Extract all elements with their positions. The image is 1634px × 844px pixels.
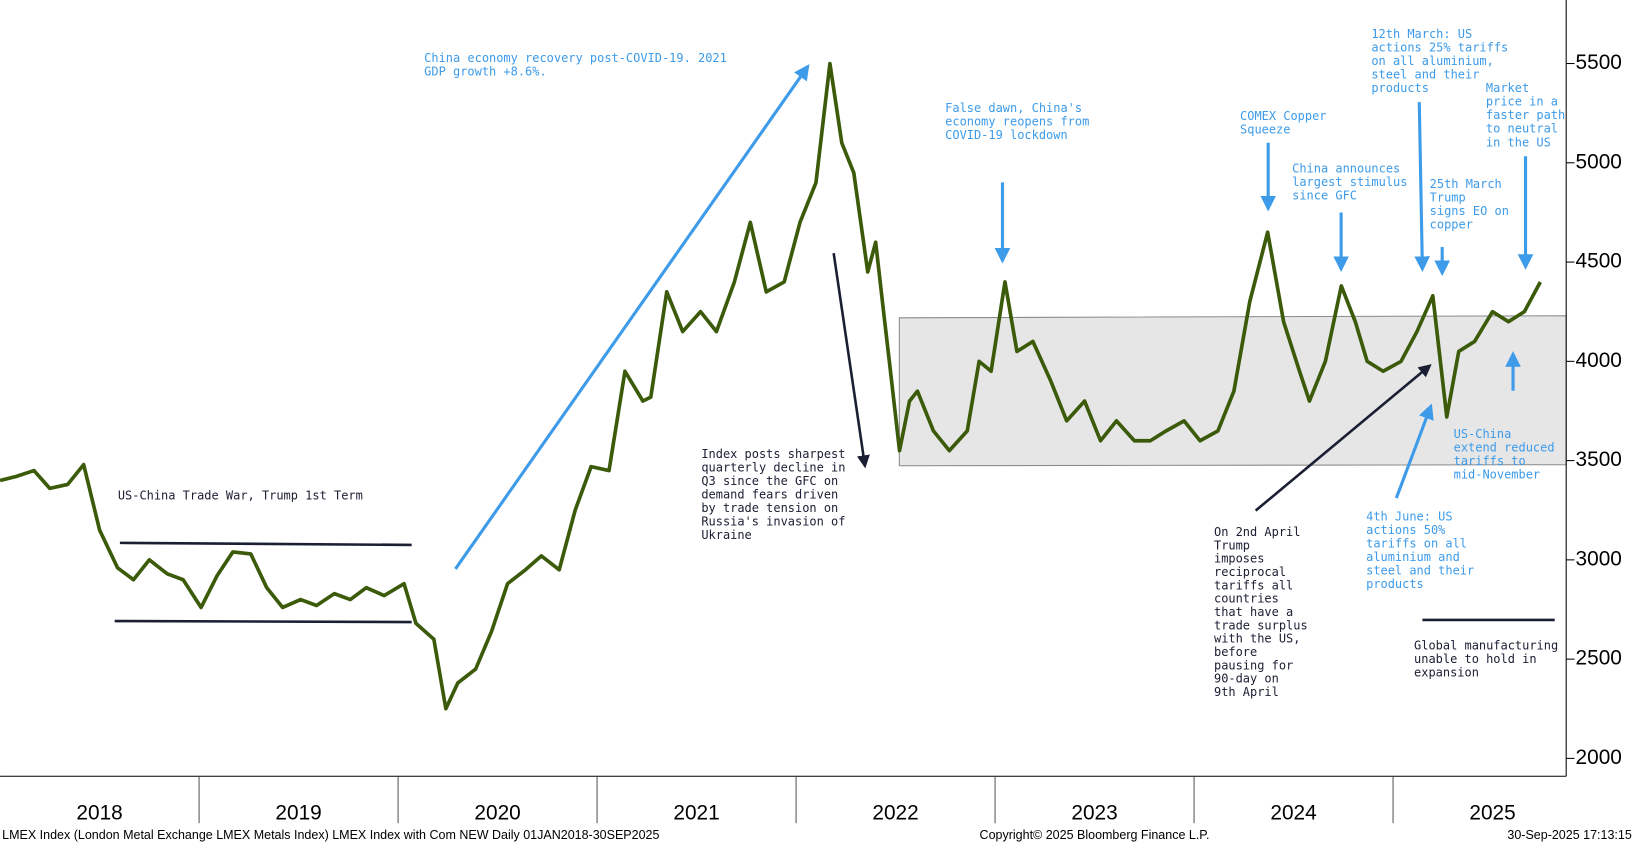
annotation-text: signs EO on bbox=[1430, 204, 1509, 218]
annotation-text: 12th March: US bbox=[1371, 27, 1472, 41]
y-tick-label: 2500 bbox=[1576, 647, 1622, 670]
annotation-text: since GFC bbox=[1292, 188, 1357, 202]
y-tick-label: 5500 bbox=[1576, 51, 1622, 74]
annotation-text: products bbox=[1366, 577, 1424, 591]
annotation-text: that have a bbox=[1214, 605, 1293, 619]
y-tick-label: 4500 bbox=[1576, 250, 1622, 273]
annotation-text: Index posts sharpest bbox=[701, 447, 845, 461]
annotation-text: with the US, bbox=[1214, 632, 1300, 646]
annotation-text: US-China Trade War, Trump 1st Term bbox=[118, 488, 363, 502]
blue-arrows bbox=[454, 64, 1534, 570]
arrow bbox=[1254, 364, 1432, 512]
arrow bbox=[454, 64, 810, 570]
annotation-text: False dawn, China's bbox=[945, 101, 1082, 115]
annotation-text: tariffs to bbox=[1454, 454, 1526, 468]
annotation-text: steel and their bbox=[1371, 68, 1479, 82]
arrow bbox=[1414, 102, 1430, 272]
y-tick-label: 3500 bbox=[1576, 448, 1622, 471]
x-tick-label: 2025 bbox=[1469, 801, 1515, 824]
annotation-text: unable to hold in bbox=[1414, 652, 1537, 666]
annotation-text: China announces bbox=[1292, 161, 1400, 175]
y-tick-label: 5000 bbox=[1576, 150, 1622, 173]
annotation-text: 9th April bbox=[1214, 685, 1279, 699]
annotation-text: GDP growth +8.6%. bbox=[424, 64, 547, 78]
annotation-text: Q3 since the GFC on bbox=[701, 474, 838, 488]
annotation-text: Trump bbox=[1430, 190, 1466, 204]
x-tick-label: 2020 bbox=[474, 801, 520, 824]
annotation-text: COVID-19 lockdown bbox=[945, 128, 1067, 142]
annotation-text: actions 50% bbox=[1366, 523, 1446, 537]
trend-line bbox=[119, 541, 412, 547]
trend-line bbox=[114, 619, 412, 624]
x-tick-label: 2023 bbox=[1071, 801, 1117, 824]
annotation-text: extend reduced bbox=[1454, 441, 1555, 455]
arrow bbox=[1394, 403, 1434, 499]
annotation-text: copper bbox=[1430, 218, 1473, 232]
y-tick-label: 3000 bbox=[1576, 547, 1622, 570]
annotation-text: mid-November bbox=[1454, 468, 1540, 482]
series-line bbox=[0, 61, 1542, 711]
annotation-text: Squeeze bbox=[1240, 123, 1290, 137]
annotation-text: on all aluminium, bbox=[1371, 54, 1494, 68]
annotation-text: before bbox=[1214, 645, 1257, 659]
annotation-text: products bbox=[1371, 81, 1429, 95]
annotation-text: 4th June: US bbox=[1366, 509, 1452, 523]
annotation-text: aluminium and bbox=[1366, 550, 1460, 564]
annotation-text: US-China bbox=[1454, 427, 1512, 441]
x-tick-label: 2022 bbox=[872, 801, 918, 824]
annotation-text: largest stimulus bbox=[1292, 175, 1407, 189]
annotation-text: Global manufacturing bbox=[1414, 639, 1558, 653]
annotation-text: steel and their bbox=[1366, 564, 1474, 578]
annotation-text: pausing for bbox=[1214, 658, 1293, 672]
annotation-text: tariffs all bbox=[1214, 578, 1293, 592]
x-tick-label: 2021 bbox=[673, 801, 719, 824]
annotation-text: Trump bbox=[1214, 538, 1250, 552]
annotation-text: China economy recovery post-COVID-19. 20… bbox=[424, 51, 727, 65]
annotation-text: to neutral bbox=[1486, 122, 1558, 136]
x-tick-label: 2024 bbox=[1270, 801, 1316, 824]
x-tick-label: 2019 bbox=[275, 801, 321, 824]
annotation-text: Ukraine bbox=[701, 528, 751, 542]
footer-copyright: Copyright© 2025 Bloomberg Finance L.P. bbox=[980, 828, 1210, 842]
annotation-text: quarterly decline in bbox=[701, 460, 845, 474]
annotation-text: 90-day on bbox=[1214, 672, 1279, 686]
x-tick-label: 2018 bbox=[76, 801, 122, 824]
annotation-text: economy reopens from bbox=[945, 114, 1089, 128]
annotation-text: tariffs on all bbox=[1366, 536, 1467, 550]
dark-arrows bbox=[832, 253, 1432, 512]
annotation-text: COMEX Copper bbox=[1240, 109, 1326, 123]
annotation-text: trade surplus bbox=[1214, 618, 1308, 632]
annotation-text: 25th March bbox=[1430, 177, 1502, 191]
plot-area bbox=[0, 61, 1542, 711]
annotation-text: Market bbox=[1486, 81, 1529, 95]
y-tick-label: 4000 bbox=[1576, 349, 1622, 372]
annotation-text: actions 25% tariffs bbox=[1371, 40, 1508, 54]
annotation-text: Russia's invasion of bbox=[701, 515, 845, 529]
trend-lines bbox=[114, 541, 1555, 624]
annotation-text: in the US bbox=[1486, 135, 1551, 149]
annotation-text: expansion bbox=[1414, 666, 1479, 680]
annotation-text: reciprocal bbox=[1214, 565, 1286, 579]
annotation-text: by trade tension on bbox=[701, 501, 838, 515]
footer-timestamp: 30-Sep-2025 17:13:15 bbox=[1507, 828, 1631, 842]
annotation-text: countries bbox=[1214, 592, 1279, 606]
annotation-text: imposes bbox=[1214, 552, 1264, 566]
y-tick-label: 2000 bbox=[1576, 746, 1622, 769]
annotation-text: demand fears driven bbox=[701, 487, 838, 501]
annotation-text: faster path bbox=[1486, 108, 1565, 122]
annotation-text: price in a bbox=[1486, 95, 1558, 109]
annotation-text: On 2nd April bbox=[1214, 525, 1300, 539]
arrow bbox=[832, 253, 870, 469]
footer-source: LMEX Index (London Metal Exchange LMEX M… bbox=[2, 828, 659, 842]
